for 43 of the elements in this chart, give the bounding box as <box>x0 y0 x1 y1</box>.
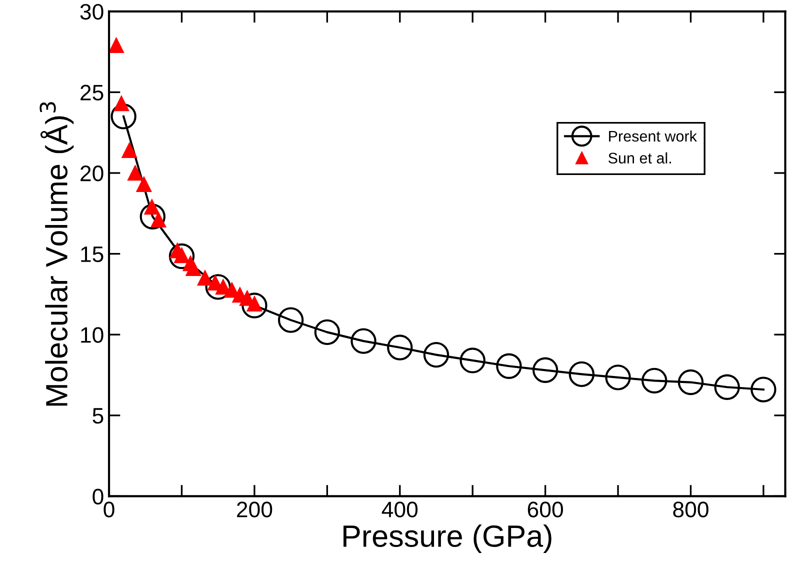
point <box>186 260 202 276</box>
y-tick-label: 10 <box>81 327 104 343</box>
point <box>460 348 486 374</box>
point <box>678 369 704 396</box>
point <box>750 376 776 402</box>
point <box>110 104 136 130</box>
point <box>197 270 213 286</box>
legend-label: Present work <box>609 130 697 142</box>
point <box>144 199 160 215</box>
point <box>114 96 130 112</box>
y-axis-title: Molecular Volume (Å)$^{3}$ <box>40 102 74 406</box>
point <box>205 274 231 300</box>
x-axis-title: Pressure (GPa) <box>344 524 552 554</box>
point <box>314 319 340 346</box>
point <box>714 374 740 400</box>
point <box>605 364 631 390</box>
point <box>568 361 595 388</box>
y-tick-label: 30 <box>80 4 104 20</box>
y-tick-label: 0 <box>92 488 104 504</box>
x-tick-label: 400 <box>382 502 418 518</box>
y-tick-label: 25 <box>80 84 104 100</box>
point <box>496 353 522 379</box>
y-tick-label: 20 <box>80 166 104 182</box>
y-tick-label: 15 <box>81 246 104 262</box>
point <box>136 176 152 192</box>
point <box>423 342 450 368</box>
x-tick-label: 600 <box>528 502 563 518</box>
point <box>350 328 376 354</box>
point <box>278 307 304 333</box>
x-tick-label: 800 <box>673 502 708 518</box>
point <box>140 204 166 230</box>
y-tick-label: 5 <box>92 408 104 424</box>
point <box>642 368 668 394</box>
point <box>128 165 143 181</box>
point <box>109 38 124 53</box>
x-tick-label: 0 <box>104 502 114 518</box>
legend-label: Sun et al. <box>608 152 671 164</box>
x-tick-label: 200 <box>237 502 272 518</box>
point <box>532 357 558 384</box>
point <box>122 142 138 158</box>
point <box>168 243 195 270</box>
point <box>242 292 268 318</box>
point <box>387 334 413 360</box>
